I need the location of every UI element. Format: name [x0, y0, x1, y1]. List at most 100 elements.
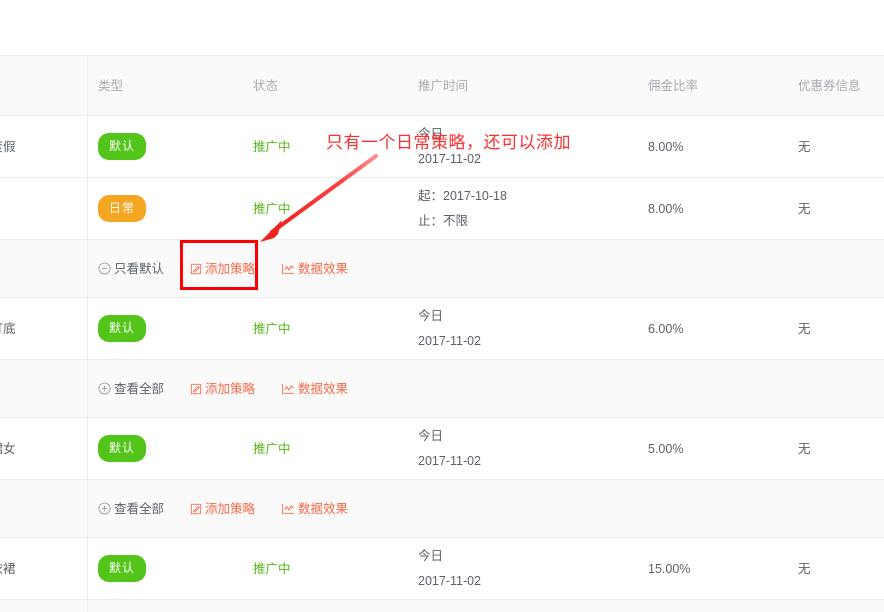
toggle-view-button[interactable]: 查看全部 — [98, 499, 164, 519]
strategy-type-cell: 默认 — [88, 538, 243, 599]
column-header-name — [0, 56, 88, 115]
strategy-status-cell: 推广中 — [243, 418, 408, 479]
coupon-info-value: 无 — [798, 561, 811, 576]
commission-rate-value: 6.00% — [648, 321, 684, 336]
column-header-coupon: 优惠券信息 — [788, 56, 884, 115]
coupon-info-value: 无 — [798, 201, 811, 216]
line-chart-icon — [281, 383, 295, 395]
coupon-info-cell: 无 — [788, 298, 884, 359]
column-header-status: 状态 — [243, 56, 408, 115]
table-header-row: 类型 状态 推广时间 佣金比率 优惠券信息 — [0, 56, 884, 116]
data-effect-button[interactable]: 数据效果 — [281, 379, 348, 399]
table-row: 衣裙女 默认 推广中 今日 2017-11-02 5.00% 无 — [0, 418, 884, 480]
product-name-cell: 连衣裙 — [0, 538, 88, 599]
strategy-status-cell: 推广中 — [243, 298, 408, 359]
product-name-cell — [0, 600, 88, 612]
column-header-label-type: 类型 — [98, 78, 124, 93]
promotion-time-line-0: 今日 — [418, 309, 444, 324]
strategy-status-cell: 推广中 — [243, 538, 408, 599]
edit-square-icon — [190, 503, 202, 515]
commission-rate-value: 8.00% — [648, 201, 684, 216]
add-strategy-button[interactable]: 添加策略 — [190, 259, 255, 279]
promotion-time-cell: 今日 2017-11-02 — [408, 418, 638, 479]
strategy-status-cell: 推广中 — [243, 116, 408, 177]
promotion-time-cell: 今日 2017-11-02 — [408, 116, 638, 177]
column-header-label-coupon: 优惠券信息 — [798, 78, 861, 93]
data-effect-label: 数据效果 — [298, 381, 349, 396]
line-chart-icon — [281, 263, 295, 275]
strategy-type-cell: 默认 — [88, 298, 243, 359]
add-strategy-button[interactable]: 添加策略 — [190, 379, 255, 399]
toggle-view-label: 只看默认 — [114, 261, 165, 276]
circle-plus-icon — [98, 502, 111, 515]
status-badge: 推广中 — [253, 561, 291, 576]
table-expand-row: 查看全部 添加策略 数据效果 — [0, 360, 884, 418]
product-name-cell: 衣裙女 — [0, 418, 88, 479]
product-name: 连衣裙 — [0, 561, 16, 576]
product-name: 心打底 — [0, 321, 16, 336]
product-name-cell: 心打底 — [0, 298, 88, 359]
table-row: 边度假 默认 推广中 今日 2017-11-02 8.00% 无 — [0, 116, 884, 178]
promotion-time-line-1: 2017-11-02 — [418, 573, 482, 588]
table-row: 日常 推广中 起：2017-10-18 止：不限 8.00% 无 — [0, 178, 884, 240]
line-chart-icon — [281, 503, 295, 515]
circle-plus-icon — [98, 382, 111, 395]
product-name-cell — [0, 178, 88, 239]
promotion-time-line-0: 今日 — [418, 429, 444, 444]
toggle-view-button[interactable]: 查看全部 — [98, 379, 164, 399]
toggle-view-label: 查看全部 — [114, 381, 165, 396]
expand-row-spacer — [0, 480, 88, 537]
promotion-time-line-1: 2017-11-02 — [418, 151, 482, 166]
strategy-type-badge: 默认 — [98, 554, 147, 583]
coupon-info-value: 无 — [798, 441, 811, 456]
promotion-time-line-0: 今日 — [418, 127, 444, 142]
strategy-type-cell: 默认 — [88, 116, 243, 177]
strategy-type-badge: 默认 — [98, 132, 147, 161]
column-header-label-status: 状态 — [253, 78, 279, 93]
toggle-view-button[interactable]: 只看默认 — [98, 259, 164, 279]
commission-rate-value: 5.00% — [648, 441, 684, 456]
coupon-info-cell: 无 — [788, 418, 884, 479]
product-name-cell: 边度假 — [0, 116, 88, 177]
table-row: 连衣裙 默认 推广中 今日 2017-11-02 15.00% 无 — [0, 538, 884, 600]
add-strategy-label: 添加策略 — [205, 261, 256, 276]
expand-row-actions: 查看全部 添加策略 数据效果 — [88, 480, 884, 537]
add-strategy-label: 添加策略 — [205, 381, 256, 396]
strategy-type-badge: 默认 — [98, 314, 147, 343]
add-strategy-label: 添加策略 — [205, 501, 256, 516]
table-row-partial — [0, 600, 884, 612]
edit-square-icon — [190, 383, 202, 395]
promotion-time-cell: 今日 2017-11-02 — [408, 538, 638, 599]
data-effect-button[interactable]: 数据效果 — [281, 499, 348, 519]
commission-rate-cell: 15.00% — [638, 538, 788, 599]
table-expand-row: 查看全部 添加策略 数据效果 — [0, 480, 884, 538]
commission-rate-value: 15.00% — [648, 561, 691, 576]
strategy-type-cell: 日常 — [88, 178, 243, 239]
strategy-table: 类型状态推广时间佣金比率优惠券信息边度假默认推广中今日2017-11-028.0… — [0, 55, 884, 612]
coupon-info-cell: 无 — [788, 116, 884, 177]
promotion-time-line-0: 今日 — [418, 549, 444, 564]
strategy-status-cell: 推广中 — [243, 178, 408, 239]
coupon-info-value: 无 — [798, 321, 811, 336]
column-header-rate: 佣金比率 — [638, 56, 788, 115]
product-name: 衣裙女 — [0, 441, 16, 456]
promotion-time-line-1: 止：不限 — [418, 213, 469, 228]
promotion-time-cell: 今日 2017-11-02 — [408, 298, 638, 359]
data-effect-button[interactable]: 数据效果 — [281, 259, 348, 279]
promotion-time-line-1: 2017-11-02 — [418, 333, 482, 348]
table-expand-row: 只看默认 添加策略 数据效果 — [0, 240, 884, 298]
status-badge: 推广中 — [253, 321, 291, 336]
edit-square-icon — [190, 263, 202, 275]
promotion-time-line-0: 起：2017-10-18 — [418, 189, 507, 204]
strategy-type-badge: 默认 — [98, 434, 147, 463]
promotion-time-line-1: 2017-11-02 — [418, 453, 482, 468]
expand-row-actions: 查看全部 添加策略 数据效果 — [88, 360, 884, 417]
column-header-type: 类型 — [88, 56, 243, 115]
table-row: 心打底 默认 推广中 今日 2017-11-02 6.00% 无 — [0, 298, 884, 360]
column-header-label-rate: 佣金比率 — [648, 78, 699, 93]
coupon-info-cell: 无 — [788, 538, 884, 599]
strategy-type-cell: 默认 — [88, 418, 243, 479]
add-strategy-button[interactable]: 添加策略 — [190, 499, 255, 519]
commission-rate-cell: 8.00% — [638, 178, 788, 239]
